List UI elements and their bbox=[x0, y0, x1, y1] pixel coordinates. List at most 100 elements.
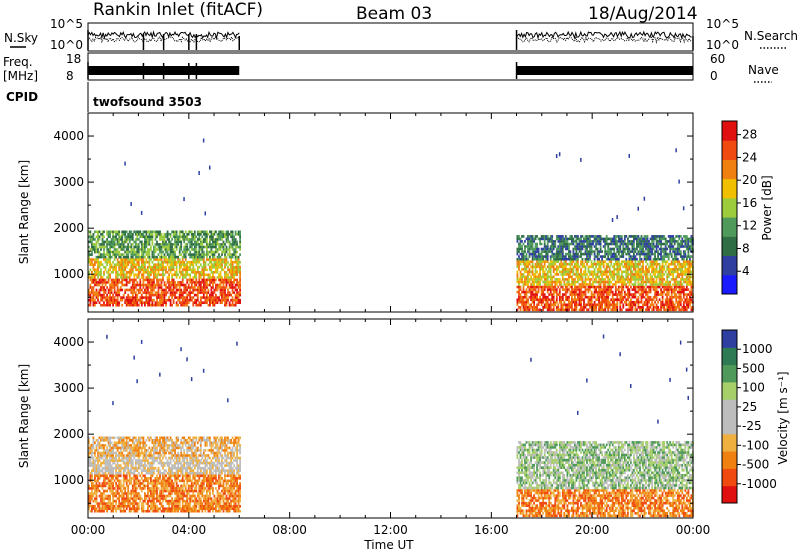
echo-cell bbox=[206, 240, 208, 244]
echo-cell bbox=[521, 245, 523, 248]
echo-cell bbox=[216, 255, 219, 259]
echo-cell bbox=[210, 301, 213, 304]
echo-cell bbox=[522, 268, 525, 271]
echo-cell bbox=[116, 238, 119, 241]
echo-cell bbox=[572, 268, 575, 271]
echo-cell bbox=[661, 268, 664, 271]
echo-cell bbox=[196, 281, 199, 284]
echo-cell bbox=[125, 235, 128, 239]
echo-cell bbox=[166, 276, 169, 279]
echo-cell bbox=[209, 303, 211, 307]
echo-cell bbox=[663, 283, 666, 286]
echo-cell bbox=[667, 252, 670, 256]
echo-cell bbox=[575, 255, 578, 258]
echo-cell bbox=[543, 235, 546, 238]
echo-cell bbox=[163, 273, 166, 277]
echo-cell bbox=[210, 248, 213, 251]
echo-cell bbox=[630, 280, 632, 284]
echo-cell bbox=[104, 245, 107, 249]
y-tick-label: 1000 bbox=[53, 267, 84, 281]
echo-cell bbox=[543, 260, 546, 263]
echo-cell bbox=[589, 270, 591, 274]
echo-cell bbox=[199, 273, 202, 277]
echo-cell bbox=[592, 235, 594, 238]
echo-cell bbox=[527, 283, 529, 286]
echo-cell bbox=[689, 298, 691, 301]
echo-cell bbox=[113, 253, 116, 256]
echo-cell bbox=[148, 293, 151, 297]
echo-cell bbox=[95, 260, 98, 264]
echo-cell bbox=[154, 248, 157, 251]
echo-cell bbox=[645, 245, 647, 248]
echo-cell bbox=[637, 235, 640, 238]
echo-cell bbox=[134, 255, 137, 259]
echo-cell bbox=[543, 285, 546, 289]
echo-cell bbox=[658, 298, 661, 301]
echo-cell bbox=[174, 245, 176, 249]
echo-cell bbox=[690, 247, 693, 251]
y-tick-label: 4000 bbox=[53, 129, 84, 143]
echo-cell bbox=[563, 260, 566, 263]
echo-cell bbox=[101, 303, 104, 307]
echo-cell bbox=[613, 247, 616, 251]
echo-cell bbox=[225, 245, 228, 249]
echo-cell bbox=[678, 237, 681, 241]
echo-cell bbox=[580, 283, 582, 286]
echo-cell bbox=[589, 288, 591, 291]
echo-cell bbox=[545, 278, 548, 281]
echo-cell bbox=[646, 293, 649, 296]
echo-cell bbox=[531, 247, 534, 251]
echo-cell bbox=[669, 250, 672, 253]
echo-cell bbox=[154, 243, 157, 246]
echo-cell bbox=[602, 273, 605, 276]
echo-cell bbox=[648, 252, 650, 256]
echo-cell bbox=[210, 276, 213, 279]
echo-cell bbox=[637, 262, 640, 266]
echo-cell bbox=[227, 296, 229, 299]
echo-cell bbox=[528, 306, 531, 309]
echo-cell bbox=[601, 278, 603, 281]
echo-cell bbox=[586, 283, 588, 286]
echo-cell bbox=[183, 197, 185, 202]
echo-cell bbox=[672, 245, 675, 248]
echo-cell bbox=[524, 283, 526, 286]
echo-cell bbox=[642, 252, 644, 256]
echo-cell bbox=[672, 288, 675, 291]
echo-cell bbox=[681, 278, 684, 281]
echo-cell bbox=[534, 270, 537, 274]
echo-cell bbox=[543, 280, 546, 284]
echo-cell bbox=[608, 306, 611, 309]
echo-cell bbox=[162, 265, 164, 269]
echo-cell bbox=[628, 235, 631, 238]
echo-cell bbox=[109, 268, 111, 272]
echo-cell bbox=[533, 285, 535, 289]
echo-cell bbox=[645, 235, 647, 238]
echo-cell bbox=[91, 276, 93, 279]
echo-cell bbox=[545, 257, 548, 261]
echo-cell bbox=[587, 303, 590, 307]
echo-cell bbox=[133, 250, 136, 254]
echo-cell bbox=[98, 250, 101, 254]
echo-cell bbox=[107, 233, 110, 236]
echo-cell bbox=[642, 295, 644, 299]
echo-cell bbox=[154, 268, 157, 272]
echo-cell bbox=[115, 250, 117, 254]
echo-cell bbox=[578, 245, 581, 248]
echo-cell bbox=[642, 280, 644, 284]
echo-cell bbox=[533, 250, 535, 253]
echo-cell bbox=[230, 283, 232, 287]
echo-cell bbox=[128, 240, 131, 244]
echo-cell bbox=[685, 262, 688, 266]
echo-cell bbox=[636, 278, 638, 281]
echo-cell bbox=[122, 258, 125, 261]
echo-cell bbox=[190, 240, 193, 244]
echo-cell bbox=[228, 250, 231, 254]
echo-cell bbox=[159, 243, 161, 246]
echo-cell bbox=[202, 283, 205, 287]
echo-cell bbox=[169, 245, 172, 249]
echo-cell bbox=[201, 245, 204, 249]
echo-cell bbox=[130, 296, 133, 299]
echo-cell bbox=[637, 240, 640, 243]
echo-cell bbox=[233, 248, 235, 251]
echo-cell bbox=[130, 291, 133, 294]
